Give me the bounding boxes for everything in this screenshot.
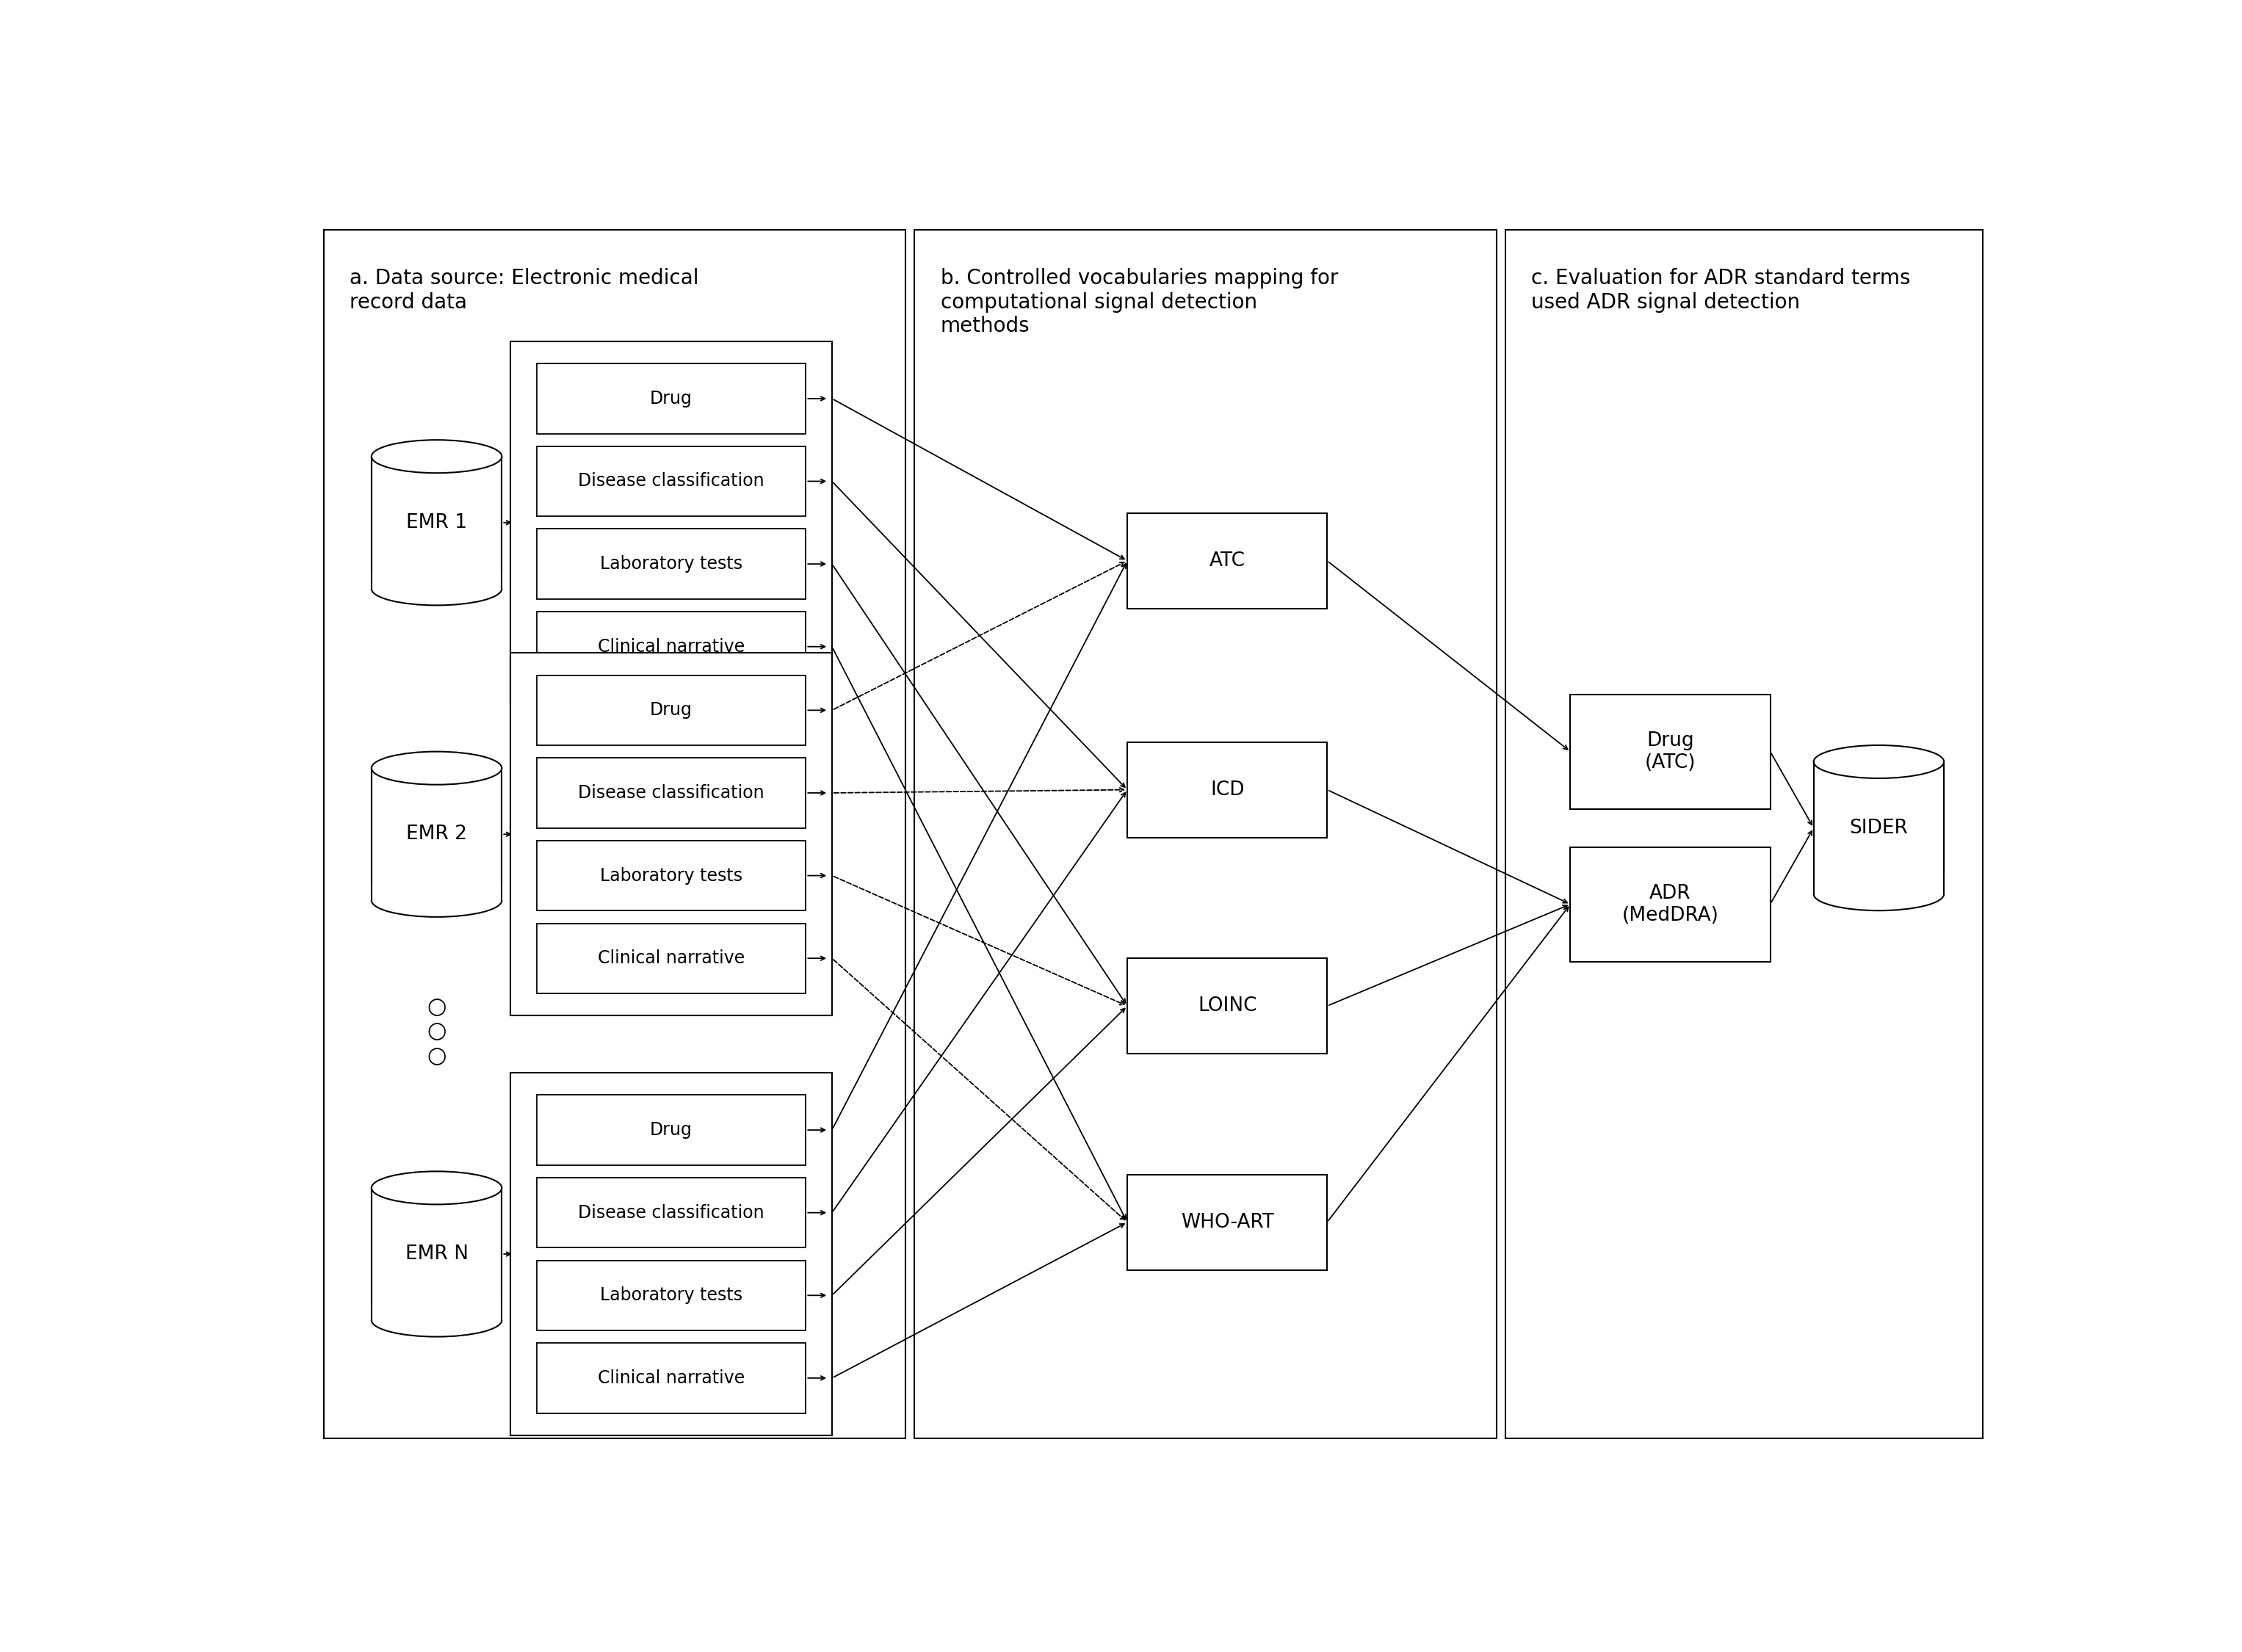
Text: ○
○
○: ○ ○ ○ [426, 996, 446, 1067]
FancyBboxPatch shape [536, 446, 805, 515]
Ellipse shape [1814, 745, 1944, 778]
Ellipse shape [372, 752, 502, 785]
Text: EMR 1: EMR 1 [406, 514, 466, 532]
FancyBboxPatch shape [370, 1302, 504, 1320]
Text: Drug: Drug [650, 1122, 693, 1138]
FancyBboxPatch shape [1128, 514, 1327, 608]
Text: SIDER: SIDER [1850, 818, 1908, 838]
Text: Clinical narrative: Clinical narrative [599, 950, 744, 966]
Text: Disease classification: Disease classification [578, 785, 765, 801]
FancyBboxPatch shape [511, 1072, 832, 1436]
FancyBboxPatch shape [370, 882, 504, 900]
Text: Disease classification: Disease classification [578, 472, 765, 491]
FancyBboxPatch shape [1812, 876, 1946, 894]
Text: Clinical narrative: Clinical narrative [599, 1370, 744, 1388]
FancyBboxPatch shape [372, 768, 502, 900]
Ellipse shape [372, 439, 502, 472]
Text: Drug: Drug [650, 702, 693, 719]
Text: Laboratory tests: Laboratory tests [601, 867, 742, 884]
FancyBboxPatch shape [1569, 694, 1771, 809]
FancyBboxPatch shape [536, 758, 805, 828]
Text: EMR N: EMR N [406, 1244, 469, 1264]
Text: EMR 2: EMR 2 [406, 824, 466, 844]
Text: ICD: ICD [1211, 780, 1244, 800]
Text: Disease classification: Disease classification [578, 1204, 765, 1221]
Text: LOINC: LOINC [1197, 996, 1258, 1016]
FancyBboxPatch shape [536, 363, 805, 433]
FancyBboxPatch shape [536, 611, 805, 682]
FancyBboxPatch shape [1128, 958, 1327, 1054]
Ellipse shape [372, 1171, 502, 1204]
FancyBboxPatch shape [536, 923, 805, 993]
Text: c. Evaluation for ADR standard terms
used ADR signal detection: c. Evaluation for ADR standard terms use… [1531, 268, 1910, 312]
FancyBboxPatch shape [372, 456, 502, 588]
Ellipse shape [1814, 877, 1944, 910]
FancyBboxPatch shape [370, 572, 504, 588]
FancyBboxPatch shape [536, 676, 805, 745]
Text: Laboratory tests: Laboratory tests [601, 1287, 742, 1303]
Text: a. Data source: Electronic medical
record data: a. Data source: Electronic medical recor… [350, 268, 700, 312]
FancyBboxPatch shape [1128, 742, 1327, 838]
Ellipse shape [372, 572, 502, 605]
Text: WHO-ART: WHO-ART [1182, 1213, 1273, 1232]
Text: Clinical narrative: Clinical narrative [599, 638, 744, 656]
Text: b. Controlled vocabularies mapping for
computational signal detection
methods: b. Controlled vocabularies mapping for c… [942, 268, 1338, 337]
Text: Drug
(ATC): Drug (ATC) [1646, 732, 1695, 771]
Text: ATC: ATC [1208, 552, 1244, 570]
Ellipse shape [372, 1303, 502, 1336]
FancyBboxPatch shape [1814, 762, 1944, 894]
FancyBboxPatch shape [536, 1343, 805, 1412]
FancyBboxPatch shape [1504, 230, 1984, 1439]
FancyBboxPatch shape [1128, 1175, 1327, 1270]
FancyBboxPatch shape [1569, 847, 1771, 961]
Text: ADR
(MedDRA): ADR (MedDRA) [1621, 884, 1720, 925]
FancyBboxPatch shape [511, 653, 832, 1016]
FancyBboxPatch shape [915, 230, 1498, 1439]
FancyBboxPatch shape [511, 342, 832, 704]
Text: Laboratory tests: Laboratory tests [601, 555, 742, 573]
FancyBboxPatch shape [536, 529, 805, 600]
FancyBboxPatch shape [372, 1188, 502, 1320]
FancyBboxPatch shape [536, 1260, 805, 1330]
FancyBboxPatch shape [536, 841, 805, 910]
FancyBboxPatch shape [323, 230, 906, 1439]
FancyBboxPatch shape [536, 1095, 805, 1165]
Text: Drug: Drug [650, 390, 693, 408]
Ellipse shape [372, 884, 502, 917]
FancyBboxPatch shape [536, 1178, 805, 1247]
